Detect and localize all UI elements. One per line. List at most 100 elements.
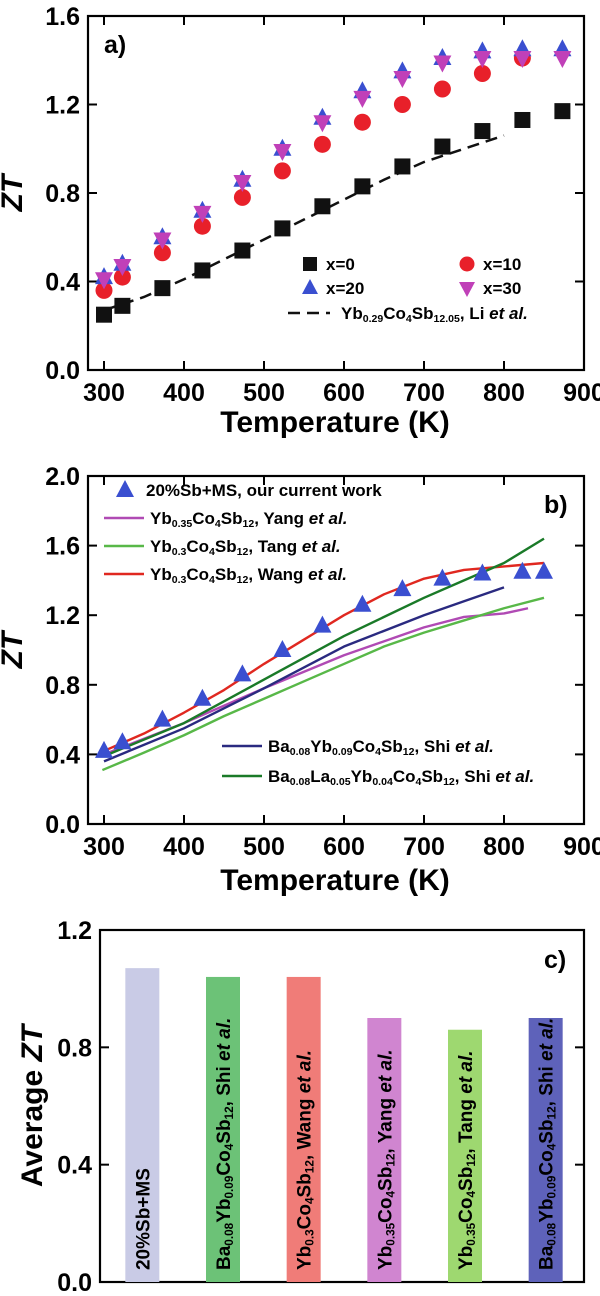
panel-b-chart: 0.0 0.4 0.8 1.2 1.6 2.0 300 400 500 600 700 800 900 T… (0, 463, 600, 897)
bar (206, 976, 240, 1282)
x-tick-label: 800 (483, 379, 525, 407)
data-point-our-work (353, 594, 372, 612)
legend-label: x=0 (326, 255, 355, 274)
legend-label-part: 4 (209, 546, 215, 558)
legend-label-part: et al. (302, 537, 341, 556)
x-axis-title: Temperature (K) (220, 406, 449, 439)
bar-label: 20%Sb+MS (133, 1168, 154, 1270)
bar-label: Yb0.35Co4Sb12, Yang et al. (375, 1049, 397, 1270)
data-point-x-30 (233, 174, 252, 192)
bar-label-part: Sb (456, 1167, 477, 1191)
bar-label-part: Sb (214, 1119, 235, 1143)
bar-label-part: 4 (546, 1143, 559, 1150)
bar-label-part: Ba (214, 1245, 235, 1270)
legend-label-part: et al. (489, 304, 528, 323)
legend-label-part: , Tang (248, 537, 302, 556)
y-tick-label: 1.6 (45, 3, 80, 31)
legend-label: x=20 (326, 279, 364, 298)
legend-label-part: et al. (455, 737, 494, 756)
bar-label-part: 0.35 (385, 1222, 398, 1245)
legend-label: Yb0.35Co4Sb12, Yang et al. (150, 509, 347, 530)
legend-label-part: et al. (309, 509, 348, 528)
x-tick-label: 400 (163, 833, 205, 861)
data-point-x-10 (193, 217, 211, 235)
legend-label-part: 0.3 (172, 574, 187, 586)
legend-label: 20%Sb+MS, our current work (146, 481, 382, 500)
data-point-our-work (153, 709, 172, 727)
legend-label-part: Co (352, 737, 375, 756)
data-point-x-10 (153, 244, 171, 262)
legend-label-part: et al. (495, 767, 534, 786)
legend-label-part: Sb (381, 737, 403, 756)
data-point-our-work (273, 640, 292, 657)
bar-label: Yb0.3Co4Sb12, Wang et al. (295, 1050, 317, 1270)
x-axis-title: Temperature (K) (220, 864, 449, 897)
bar-label-part: Co (537, 1150, 558, 1175)
x-tick-label: 300 (83, 833, 125, 861)
legend-label-part: 12 (237, 546, 249, 558)
data-point-x-30 (113, 259, 132, 277)
data-point-x-30 (353, 90, 372, 108)
data-point-x-30 (313, 115, 332, 133)
bar-label-part: Sb (295, 1173, 316, 1197)
bar-label-part: et al. (375, 1049, 396, 1092)
legend-label-part: Co (192, 509, 215, 528)
data-point-x-10 (433, 80, 451, 98)
data-point-x-10 (233, 188, 251, 206)
y-tick-label: 0.4 (45, 269, 80, 297)
bar-label-part: Yb (214, 1199, 235, 1223)
data-point-our-work (535, 561, 553, 579)
bar-label-part: 0.08 (546, 1222, 559, 1245)
x-tick-label: 300 (83, 379, 125, 407)
bar-label-part: Co (456, 1197, 477, 1222)
data-point-our-work (233, 664, 252, 682)
bar-label-part: , Yang (375, 1093, 396, 1154)
series-line-1 (101, 596, 545, 772)
data-point-our-work (433, 568, 452, 586)
legend-label-part: 4 (209, 574, 215, 586)
legend-label-part: Ba (268, 737, 290, 756)
legend-marker (459, 256, 475, 272)
legend-label-part: , Shi (414, 737, 455, 756)
data-point-x-0 (96, 306, 112, 323)
data-point-x-0 (434, 138, 451, 155)
bar-label-part: et al. (214, 1018, 235, 1061)
y-axis-title: ZT (0, 172, 29, 212)
y-tick-label: 1.2 (57, 917, 92, 945)
bar-label-part: Co (214, 1150, 235, 1175)
legend-label: x=10 (483, 255, 521, 274)
data-point-our-work (473, 563, 492, 581)
legend-label: Yb0.3Co4Sb12, Tang et al. (150, 537, 341, 558)
legend-label-part: et al. (308, 565, 347, 584)
legend-label-part: 0.04 (372, 776, 393, 788)
y-tick-label: 1.2 (45, 92, 80, 120)
legend-label-part: 0.35 (172, 518, 193, 530)
data-point-x-10 (393, 96, 411, 113)
literature-dashed-line (103, 134, 505, 312)
panel-label: c) (544, 946, 566, 974)
legend-label-part: Sb (421, 767, 443, 786)
legend-marker (116, 480, 134, 497)
series-line-0 (103, 607, 529, 756)
data-point-x-0 (474, 123, 491, 140)
legend-label-part: Yb (150, 509, 172, 528)
data-point-x-30 (273, 143, 292, 161)
data-point-x-0 (274, 220, 291, 237)
y-tick-label: 0.0 (45, 811, 80, 839)
y-axis-title: Average ZT (16, 1022, 49, 1187)
x-tick-label: 400 (163, 379, 205, 407)
legend-marker (302, 279, 318, 294)
legend-label-part: 0.05 (330, 776, 351, 788)
data-point-x-0 (354, 178, 371, 195)
legend-label-part: 12 (403, 746, 415, 758)
legend-label-part: 12 (243, 518, 255, 530)
legend-label-part: 0.08 (290, 776, 311, 788)
bar-label-part: 4 (304, 1197, 317, 1204)
legend-label-part: 12 (443, 776, 455, 788)
legend-label: Yb0.29Co4Sb12.05, Li et al. (341, 304, 528, 325)
legend-label-part: 0.29 (363, 313, 384, 325)
bar-label: Yb0.35Co4Sb12, Tang et al. (456, 1050, 478, 1270)
data-point-our-work (113, 732, 132, 750)
